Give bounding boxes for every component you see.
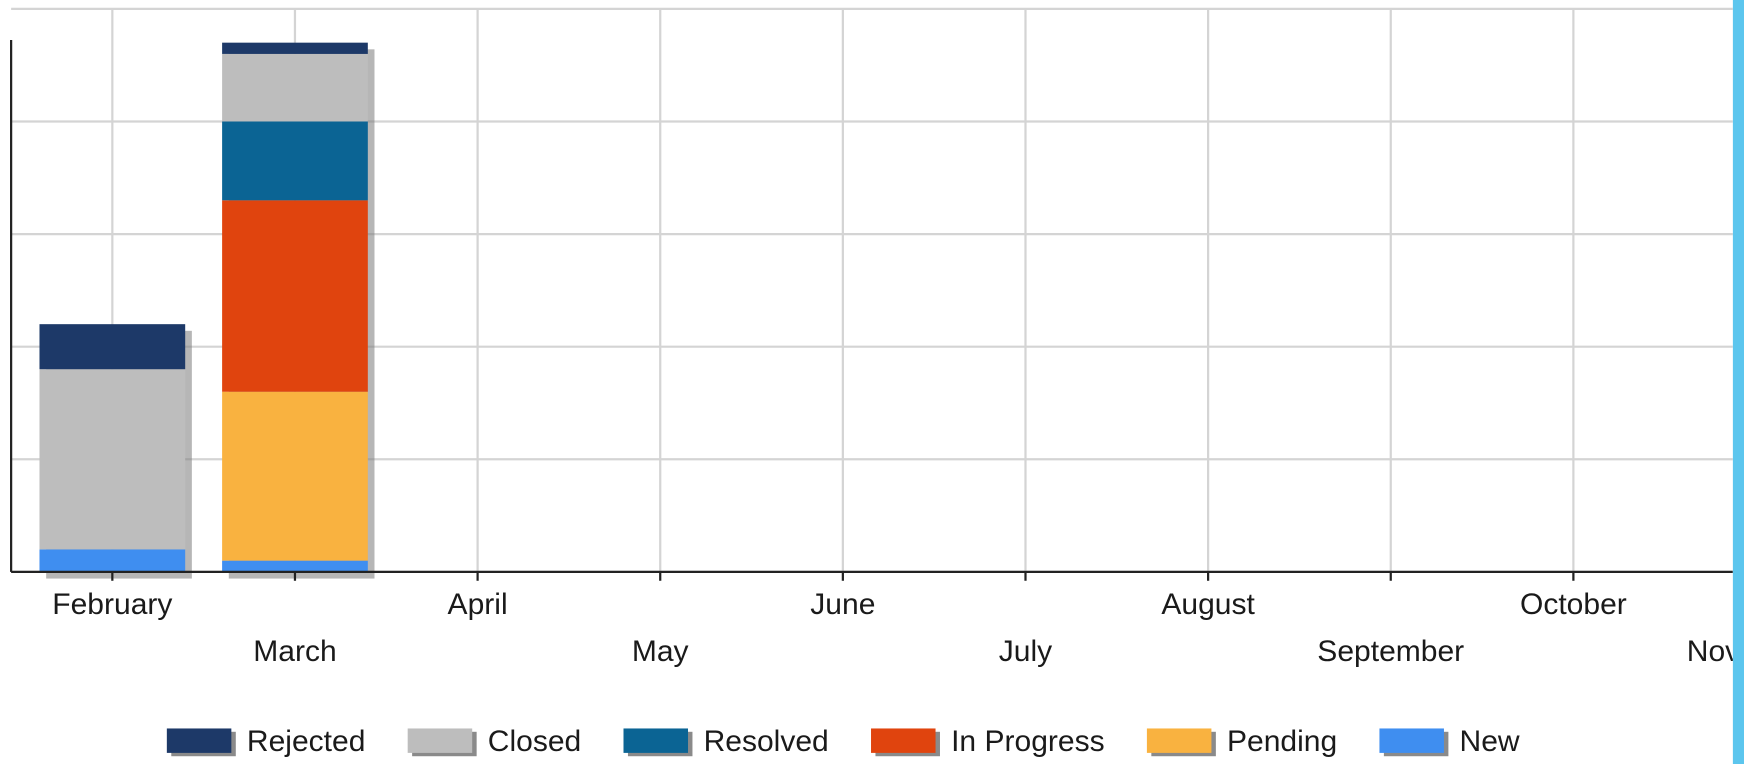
x-tick-label: May [632, 635, 689, 668]
legend-swatch [1146, 728, 1212, 753]
bar-segment [39, 324, 186, 370]
legend-swatch [871, 728, 936, 753]
bar-segment [222, 53, 368, 122]
legend-label: Rejected [247, 725, 366, 758]
legend-swatch [1379, 728, 1444, 753]
x-tick-label: April [448, 588, 508, 621]
legend-label: Resolved [704, 725, 829, 758]
bar-segment [222, 42, 368, 54]
legend-label: Pending [1227, 725, 1337, 758]
bar-segment [222, 391, 368, 561]
legend-label: In Progress [951, 725, 1105, 758]
legend-swatch [623, 728, 689, 753]
legend-swatch [407, 728, 473, 753]
bar-segment [222, 560, 368, 572]
bar-segment [39, 549, 186, 572]
x-tick-label: November [1687, 635, 1744, 668]
bar-segment [222, 200, 368, 392]
x-tick-label: October [1520, 588, 1627, 621]
bar-segment [222, 121, 368, 201]
x-tick-label: June [810, 588, 875, 621]
window-border [1732, 0, 1744, 764]
x-tick-label: August [1161, 588, 1255, 621]
legend-label: New [1460, 725, 1520, 758]
x-tick-label: March [253, 635, 336, 668]
plot-area: February March April May June July August Septe… [10, 7, 1744, 668]
legend-swatch [166, 728, 232, 753]
x-tick-label: July [999, 635, 1052, 668]
x-tick-label: February [52, 588, 172, 621]
x-tick-label: September [1317, 635, 1464, 668]
legend: Rejected Closed Resolved In Progress Pending… [166, 725, 1520, 758]
bar-segment [39, 369, 186, 550]
legend-label: Closed [488, 725, 581, 758]
